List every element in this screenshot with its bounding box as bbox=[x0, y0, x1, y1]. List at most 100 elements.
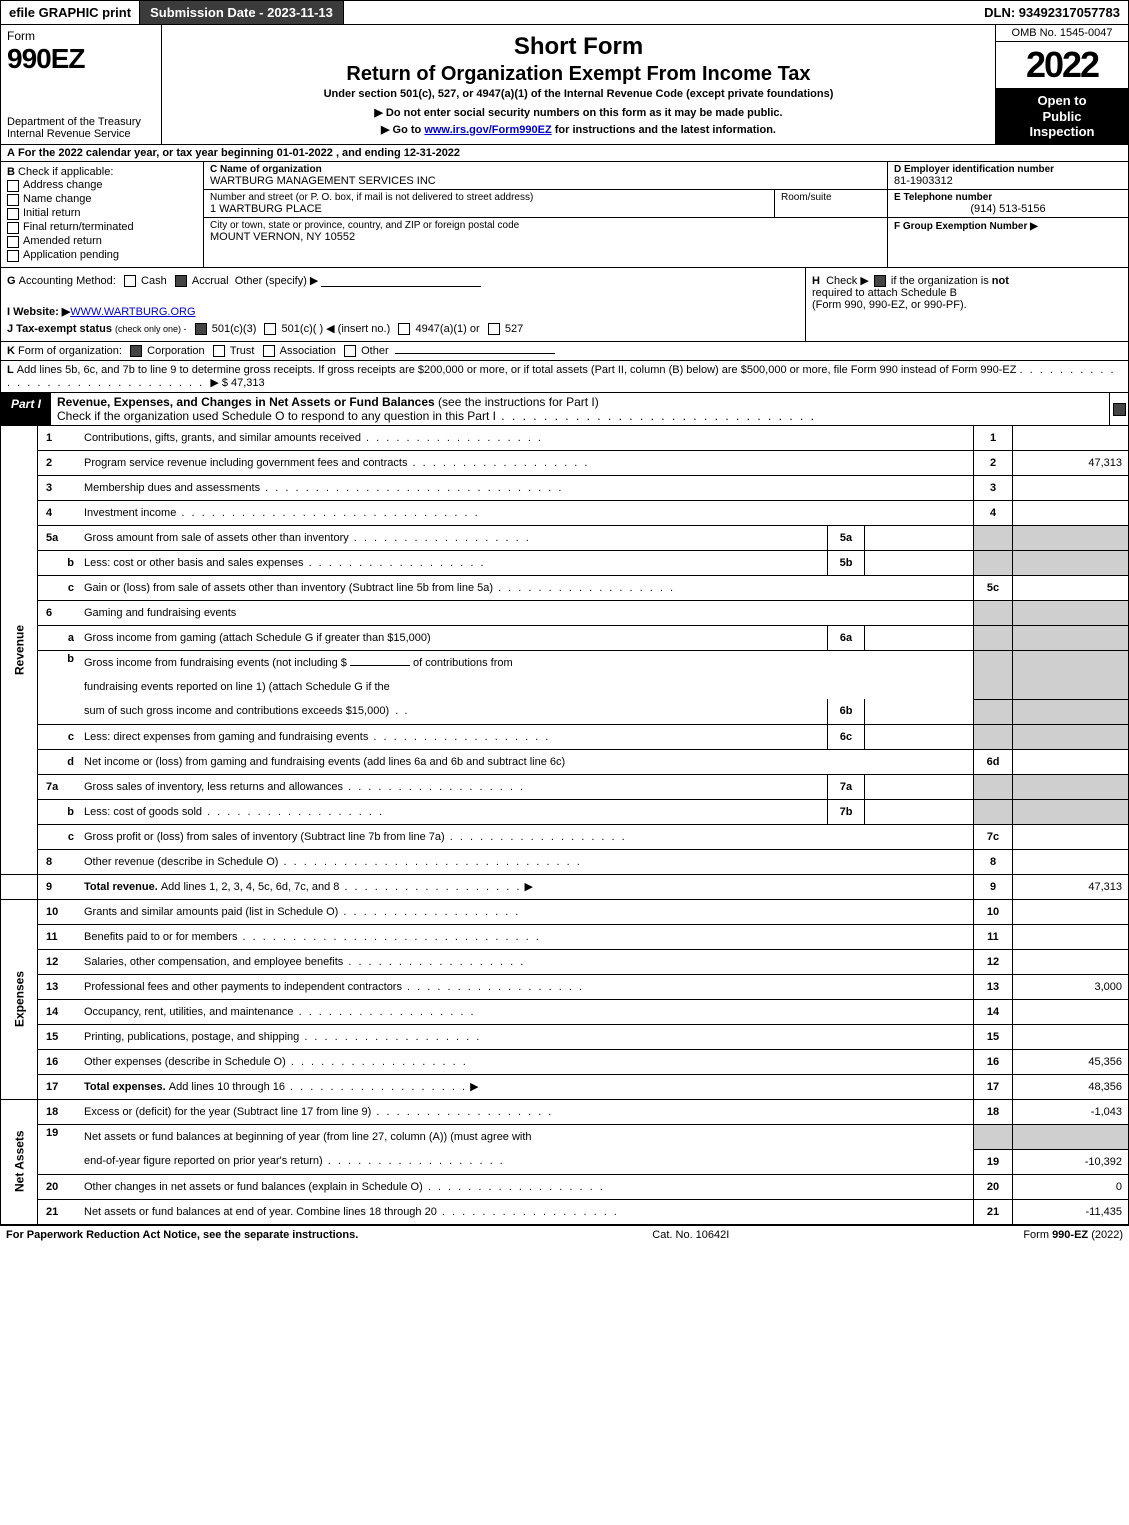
partI-check[interactable] bbox=[1109, 393, 1128, 425]
C-address: Number and street (or P. O. box, if mail… bbox=[204, 190, 887, 218]
form-table: Revenue 1 Contributions, gifts, grants, … bbox=[0, 426, 1129, 1225]
form-header: Form 990EZ Department of the Treasury In… bbox=[0, 25, 1129, 145]
chk-trust[interactable] bbox=[213, 345, 225, 357]
chk-final-return[interactable]: Final return/terminated bbox=[7, 221, 197, 234]
other-org-input[interactable] bbox=[395, 353, 555, 354]
F-group: F Group Exemption Number ▶ bbox=[888, 218, 1128, 267]
other-specify-input[interactable] bbox=[321, 286, 481, 287]
footer: For Paperwork Reduction Act Notice, see … bbox=[0, 1225, 1129, 1244]
I-line: I Website: ▶WWW.WARTBURG.ORG bbox=[7, 305, 799, 318]
return-title: Return of Organization Exempt From Incom… bbox=[170, 63, 987, 86]
line-7a: 7a Gross sales of inventory, less return… bbox=[1, 774, 1129, 799]
topbar: efile GRAPHIC print Submission Date - 20… bbox=[0, 0, 1129, 25]
row-K: K Form of organization: Corporation Trus… bbox=[0, 342, 1129, 361]
omb-number: OMB No. 1545-0047 bbox=[996, 25, 1128, 42]
chk-address-change[interactable]: Address change bbox=[7, 179, 197, 192]
side-expenses: Expenses bbox=[1, 899, 38, 1099]
short-form-title: Short Form bbox=[170, 33, 987, 61]
D-lbl: D Employer identification number bbox=[894, 164, 1122, 175]
D-ein: D Employer identification number 81-1903… bbox=[888, 162, 1128, 190]
open-public-inspection: Open to Public Inspection bbox=[996, 89, 1128, 144]
checkbox-icon[interactable] bbox=[7, 250, 19, 262]
chk-application-pending[interactable]: Application pending bbox=[7, 249, 197, 262]
line-6b-3: sum of such gross income and contributio… bbox=[1, 699, 1129, 724]
efile-print-label[interactable]: efile GRAPHIC print bbox=[1, 1, 139, 24]
paperwork-notice: For Paperwork Reduction Act Notice, see … bbox=[6, 1229, 358, 1241]
chk-name-change[interactable]: Name change bbox=[7, 193, 197, 206]
checkbox-icon[interactable] bbox=[1113, 403, 1126, 416]
C-room: Room/suite bbox=[775, 190, 887, 217]
inspect-1: Open to bbox=[998, 93, 1126, 109]
amt-20: 0 bbox=[1013, 1174, 1129, 1199]
chk-527[interactable] bbox=[488, 323, 500, 335]
row-L: L Add lines 5b, 6c, and 7b to line 9 to … bbox=[0, 361, 1129, 393]
I-prefix: I Website: ▶ bbox=[7, 306, 70, 318]
col-DEF: D Employer identification number 81-1903… bbox=[888, 162, 1128, 267]
block-BCDEF: B Check if applicable: Address change Na… bbox=[0, 162, 1129, 268]
col-B: B Check if applicable: Address change Na… bbox=[1, 162, 204, 267]
line-14: 14 Occupancy, rent, utilities, and maint… bbox=[1, 999, 1129, 1024]
line-11: 11 Benefits paid to or for members 11 bbox=[1, 924, 1129, 949]
line-8: 8 Other revenue (describe in Schedule O)… bbox=[1, 849, 1129, 874]
submission-date: Submission Date - 2023-11-13 bbox=[139, 1, 344, 24]
ein-val: 81-1903312 bbox=[894, 175, 1122, 187]
chk-4947[interactable] bbox=[398, 323, 410, 335]
col-C: C Name of organization WARTBURG MANAGEME… bbox=[204, 162, 888, 267]
amt-19: -10,392 bbox=[1013, 1149, 1129, 1174]
amt-17: 48,356 bbox=[1013, 1074, 1129, 1099]
amt-2: 47,313 bbox=[1013, 451, 1129, 476]
irs-link[interactable]: www.irs.gov/Form990EZ bbox=[424, 124, 551, 136]
B-label: B Check if applicable: bbox=[7, 166, 197, 178]
line-5c: c Gain or (loss) from sale of assets oth… bbox=[1, 576, 1129, 601]
line-21: 21 Net assets or fund balances at end of… bbox=[1, 1199, 1129, 1224]
A-prefix: A bbox=[7, 147, 15, 159]
line-5a: 5a Gross amount from sale of assets othe… bbox=[1, 526, 1129, 551]
amt-18: -1,043 bbox=[1013, 1099, 1129, 1124]
checkbox-icon[interactable] bbox=[7, 222, 19, 234]
checkbox-icon[interactable] bbox=[7, 236, 19, 248]
city-lbl: City or town, state or province, country… bbox=[210, 220, 881, 231]
chk-amended-return[interactable]: Amended return bbox=[7, 235, 197, 248]
checkbox-icon[interactable] bbox=[7, 180, 19, 192]
chk-501c[interactable] bbox=[264, 323, 276, 335]
chk-H[interactable] bbox=[874, 275, 886, 287]
amt-21: -11,435 bbox=[1013, 1199, 1129, 1224]
line-19-2: end-of-year figure reported on prior yea… bbox=[1, 1149, 1129, 1174]
street-val: 1 WARTBURG PLACE bbox=[210, 203, 768, 215]
A-text: For the 2022 calendar year, or tax year … bbox=[18, 147, 460, 159]
chk-corporation[interactable] bbox=[130, 345, 142, 357]
website-link[interactable]: WWW.WARTBURG.ORG bbox=[70, 306, 195, 318]
line-6: 6 Gaming and fundraising events bbox=[1, 601, 1129, 626]
checkbox-icon[interactable] bbox=[7, 208, 19, 220]
street-lbl: Number and street (or P. O. box, if mail… bbox=[210, 192, 768, 203]
inspect-3: Inspection bbox=[998, 124, 1126, 140]
dept-label: Department of the Treasury Internal Reve… bbox=[7, 116, 155, 140]
line-2: 2 Program service revenue including gove… bbox=[1, 451, 1129, 476]
chk-accrual[interactable] bbox=[175, 275, 187, 287]
G-line: G Accounting Method: Cash Accrual Other … bbox=[7, 274, 799, 287]
line-13: 13 Professional fees and other payments … bbox=[1, 974, 1129, 999]
col-H: H Check ▶ if the organization is not req… bbox=[805, 268, 1128, 341]
amt-16: 45,356 bbox=[1013, 1049, 1129, 1074]
phone-val: (914) 513-5156 bbox=[894, 203, 1122, 215]
line-17: 17 Total expenses. Add lines 10 through … bbox=[1, 1074, 1129, 1099]
line-6c: c Less: direct expenses from gaming and … bbox=[1, 724, 1129, 749]
chk-association[interactable] bbox=[263, 345, 275, 357]
header-mid: Short Form Return of Organization Exempt… bbox=[162, 25, 996, 144]
line-16: 16 Other expenses (describe in Schedule … bbox=[1, 1049, 1129, 1074]
cat-no: Cat. No. 10642I bbox=[652, 1229, 729, 1241]
room-lbl: Room/suite bbox=[781, 192, 881, 203]
chk-cash[interactable] bbox=[124, 275, 136, 287]
L-amount: ▶ $ 47,313 bbox=[210, 377, 264, 389]
chk-501c3[interactable] bbox=[195, 323, 207, 335]
tax-year: 2022 bbox=[996, 42, 1128, 89]
F-lbl: F Group Exemption Number ▶ bbox=[894, 221, 1038, 232]
contrib-amount-input[interactable] bbox=[350, 665, 410, 666]
line-19-1: 19 Net assets or fund balances at beginn… bbox=[1, 1124, 1129, 1149]
checkbox-icon[interactable] bbox=[7, 194, 19, 206]
C-city: City or town, state or province, country… bbox=[204, 218, 887, 267]
goto-line: ▶ Go to www.irs.gov/Form990EZ for instru… bbox=[170, 123, 987, 136]
chk-initial-return[interactable]: Initial return bbox=[7, 207, 197, 220]
chk-other-org[interactable] bbox=[344, 345, 356, 357]
E-lbl: E Telephone number bbox=[894, 192, 1122, 203]
